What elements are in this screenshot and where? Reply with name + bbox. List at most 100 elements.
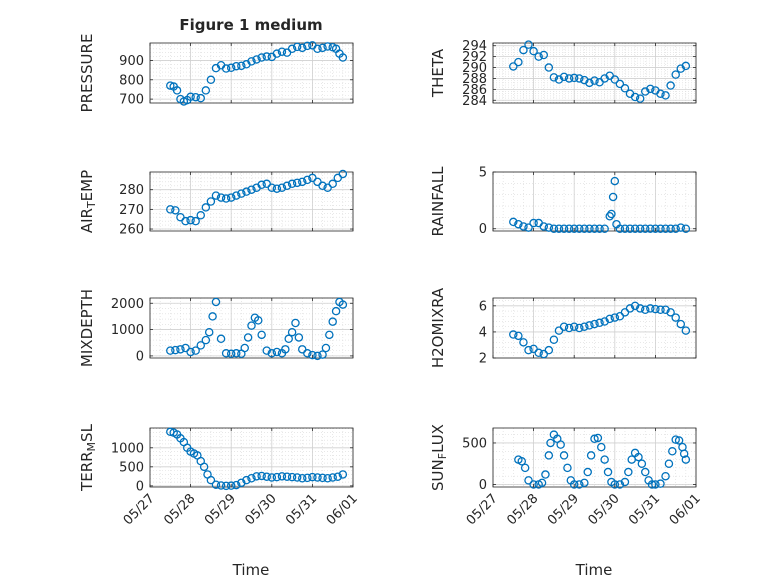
data-point [607,209,616,219]
data-point [575,480,584,489]
data-point [630,224,640,233]
data-point [196,211,205,220]
data-point [257,180,266,190]
data-point [282,472,292,481]
y-tick-label: 2000 [111,297,144,312]
data-point [544,63,554,72]
data-point [519,45,528,55]
data-point [583,467,592,477]
data-point [674,436,684,445]
y-tick-label: 0 [136,479,144,494]
data-point [679,449,689,459]
axes-h2omixra: 2 4 6 H2OMIXRA [429,287,697,368]
data-point [226,481,236,490]
data-point [630,301,640,311]
data-point [656,89,665,98]
data-point [564,323,574,333]
y-tick-label: 700 [119,93,144,108]
data-point [517,456,527,466]
data-point [661,224,670,233]
data-point [564,74,574,83]
data-point [267,183,277,192]
data-point [196,341,205,350]
data-point [166,346,175,355]
y-tick-label: 0 [136,349,144,364]
data-point [544,345,554,355]
data-point [656,479,665,488]
data-point [651,304,660,314]
data-point [509,330,518,339]
data-point [646,304,655,313]
data-point [232,61,241,71]
y-tick-label: 1000 [111,441,144,456]
data-point [297,473,307,483]
x-tick-label: 05/28 [504,491,541,528]
data-point [257,330,266,340]
data-point [661,91,670,100]
data-point [221,194,231,203]
data-point [242,187,251,196]
data-point [237,61,246,71]
data-point [328,473,337,482]
data-point [641,224,650,233]
x-axis-label-right: Time [575,561,613,579]
data-point [292,42,302,52]
y-tick-label: 260 [119,223,144,238]
data-point [206,475,216,485]
data-point [267,349,277,358]
data-point [537,478,547,488]
data-point [262,52,271,61]
data-point [211,297,221,307]
data-point [172,86,182,95]
data-point [191,92,200,102]
x-tick-label: 05/30 [586,491,623,528]
data-point [671,313,680,322]
data-point [247,57,256,66]
data-point [208,312,217,321]
data-point [226,349,236,359]
data-point [580,478,589,488]
y-tick-label: 500 [119,460,144,475]
data-point [610,176,620,186]
x-tick-label: 05/31 [626,491,663,528]
data-point [333,472,343,481]
data-point [176,345,185,354]
data-point [549,335,559,344]
data-point [559,224,569,233]
data-point [272,347,282,357]
data-point [569,480,579,489]
data-point [226,193,236,202]
data-point [524,223,533,232]
y-tick-label: 6 [479,299,487,314]
data-point [556,440,565,449]
data-point [575,224,584,233]
data-point [199,462,209,472]
data-point [666,81,675,90]
axes-sun_flux: 0 500 SUNFLUX [429,424,697,493]
data-point [569,73,579,83]
x-tick-label: 06/01 [324,491,361,528]
data-point [221,349,231,358]
data-point [595,318,604,328]
data-point [252,472,261,481]
x-tick-label: 06/01 [667,491,704,528]
data-point [544,223,554,232]
data-point [514,219,523,229]
data-point [661,471,670,481]
data-point [257,53,266,62]
data-point [277,183,287,192]
data-point [600,317,609,326]
data-point [569,224,579,233]
data-point [509,62,518,71]
data-point [204,327,214,337]
data-point [509,217,518,227]
data-point [247,473,256,483]
data-point [608,192,618,202]
data-point [514,57,523,67]
data-point [620,477,630,487]
data-point [590,434,599,444]
y-axis-label: RAINFALL [429,166,447,237]
data-point [308,350,317,360]
data-point [575,74,584,83]
data-point [240,343,249,353]
